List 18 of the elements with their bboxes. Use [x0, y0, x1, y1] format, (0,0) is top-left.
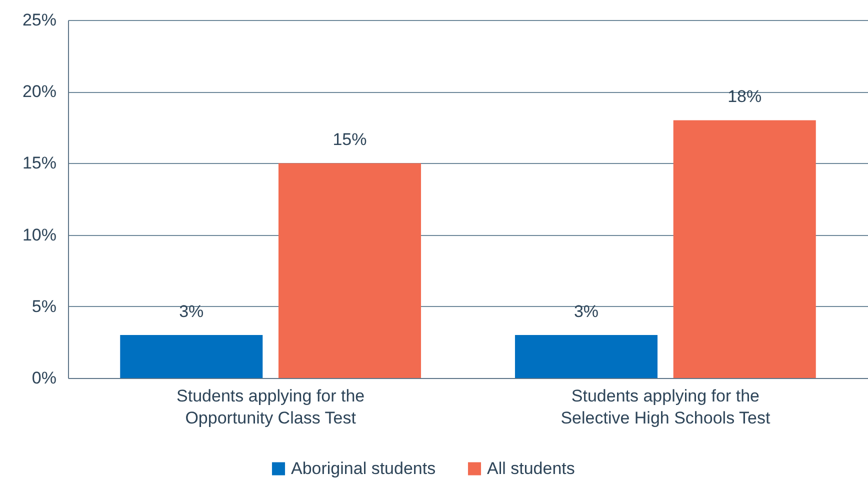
legend-label: Aboriginal students: [291, 458, 436, 478]
legend-label: All students: [487, 458, 575, 478]
x-tick-label: Students applying for the Opportunity Class Test: [176, 386, 365, 428]
bar: [514, 335, 658, 378]
data-label: 15%: [332, 130, 367, 150]
y-tick-label: 5%: [32, 296, 56, 316]
y-tick-label: 10%: [22, 225, 56, 244]
bar: [673, 120, 816, 378]
data-label: 18%: [728, 87, 762, 106]
y-tick-label: 15%: [22, 154, 56, 173]
y-tick-label: 0%: [32, 368, 56, 388]
y-tick-label: 20%: [22, 82, 56, 102]
bar: [278, 163, 422, 378]
y-tick-label: 25%: [22, 10, 56, 30]
bar: [120, 335, 263, 378]
data-label: 3%: [179, 302, 204, 322]
x-tick-label: Students applying for the Selective High Schools Test: [560, 386, 770, 428]
data-label: 3%: [574, 302, 599, 322]
